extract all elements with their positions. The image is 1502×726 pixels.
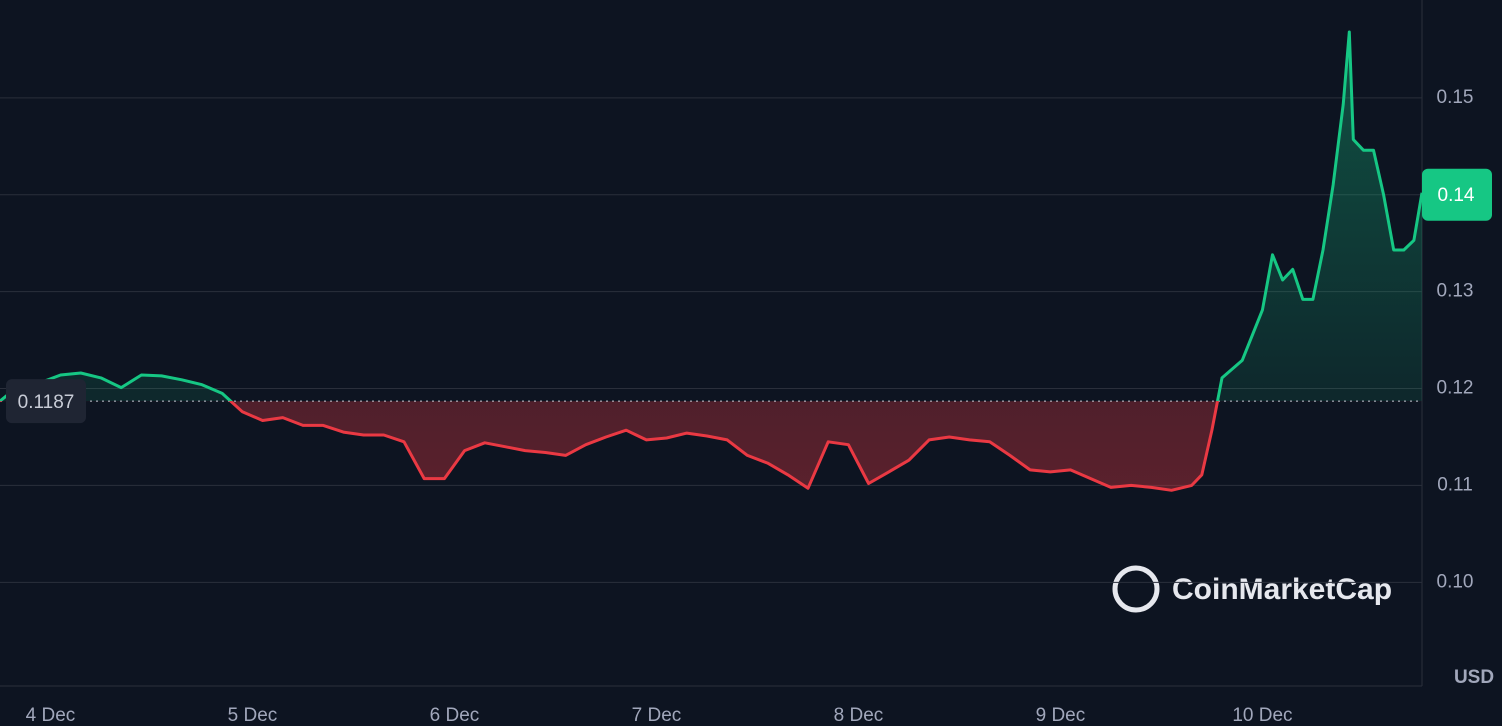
x-tick-label: 6 Dec [430,705,480,726]
x-tick-label: 8 Dec [834,705,884,726]
y-axis-label: USD [1454,667,1494,688]
y-tick-label: 0.12 [1437,378,1474,399]
line-down [0,401,1220,492]
y-tick-label: 0.11 [1437,474,1473,495]
x-tick-label: 4 Dec [26,705,76,726]
x-tick-label: 5 Dec [228,705,278,726]
x-tick-label: 7 Dec [632,705,682,726]
baseline-label: 0.1187 [18,392,75,413]
watermark-text: CoinMarketCap [1172,573,1392,606]
y-tick-label: 0.15 [1437,87,1474,108]
price-tag [1422,168,1492,221]
x-tick-label: 9 Dec [1036,705,1086,726]
line-up [0,30,1422,402]
watermark: CoinMarketCap [1112,565,1392,613]
baseline-tag [6,379,86,424]
price-tag-label: 0.14 [1438,185,1475,206]
area-up [0,32,1422,402]
y-tick-label: 0.13 [1437,281,1474,302]
y-tick-label: 0.10 [1437,571,1474,592]
x-tick-label: 10 Dec [1232,705,1292,726]
area-down [0,401,1422,491]
